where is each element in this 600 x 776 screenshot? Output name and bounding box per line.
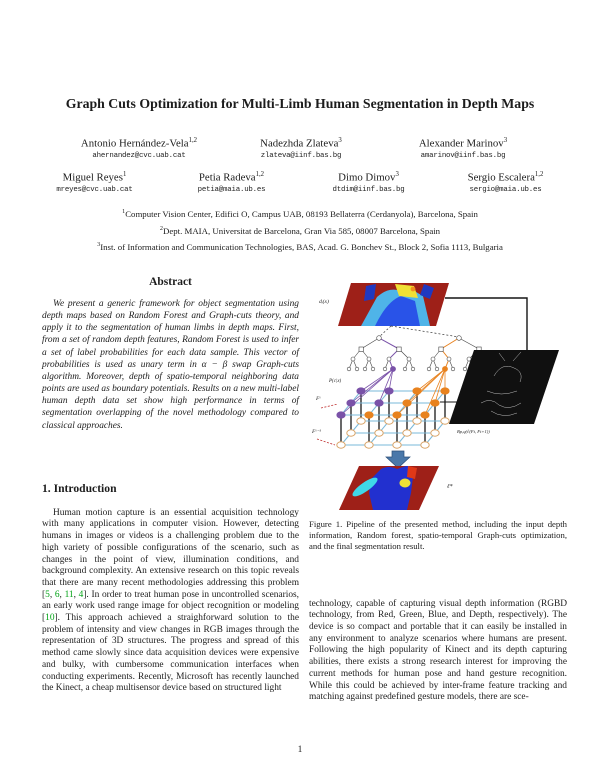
author-name-text: Petia Radeva	[198, 171, 256, 184]
author-name-text: Sergio Escalera	[467, 171, 535, 184]
forest-links	[378, 325, 460, 338]
label-result: ℓ*	[447, 484, 453, 490]
affiliations: 1Computer Vision Center, Edifici O, Camp…	[0, 205, 600, 255]
author-email: dtdim@iinf.bas.bg	[332, 185, 405, 194]
author-name-text: Antonio Hernández-Vela	[80, 137, 189, 150]
author-email: zlateva@iinf.bas.bg	[260, 151, 342, 160]
label-frame-t: Fᵗ	[315, 396, 321, 402]
figure-caption: Figure 1. Pipeline of the presented meth…	[309, 519, 567, 552]
citation-link[interactable]: 10	[45, 613, 55, 624]
text-run: ]. This approach achieved a straighforwa…	[42, 613, 299, 694]
random-forest-tree-left	[346, 335, 416, 372]
left-column: Abstract We present a generic framework …	[42, 270, 299, 695]
paper-title: Graph Cuts Optimization for Multi-Limb H…	[65, 96, 535, 111]
author-name: Dimo Dimov3	[300, 171, 437, 184]
text-run: Human motion capture is an essential acq…	[42, 507, 299, 600]
text-run: ]. In order to treat human pose in uncon…	[42, 589, 300, 624]
author-name-text: Nadezhda Zlateva	[260, 137, 339, 150]
text-run: ,	[59, 589, 65, 600]
abstract-heading: Abstract	[149, 276, 192, 288]
author-name: Antonio Hernández-Vela1,2	[58, 137, 220, 150]
author-affiliation-sup: 1,2	[255, 171, 265, 178]
boundary-image: Bp,q(∂(Ft, Ft+1))	[449, 350, 559, 435]
citation-link[interactable]: 5	[45, 589, 50, 600]
graph-lattice: Fᵗ Fᵗ⁻¹	[311, 368, 450, 449]
affiliation-sup: 3	[97, 241, 101, 249]
author-name: Sergio Escalera1,2	[437, 171, 574, 184]
author-affiliation-sup: 1,2	[188, 137, 198, 144]
segmentation-result: ℓ*	[339, 466, 453, 510]
author-email: sergio@maia.ub.es	[469, 185, 542, 194]
label-posterior: P(c|x)	[328, 379, 342, 384]
flow-arrow-icon	[385, 450, 411, 469]
author-email: mreyes@cvc.uab.cat	[56, 185, 133, 194]
author-email: amarinov@iinf.bas.bg	[420, 151, 506, 160]
citation-link[interactable]: 4	[78, 589, 84, 600]
affiliation-line: 2Dept. MAIA, Universitat de Barcelona, G…	[0, 222, 600, 239]
text-run: ,	[49, 589, 55, 600]
abstract-text: We present a generic framework for objec…	[42, 299, 299, 431]
author-name-text: Alexander Marinov	[418, 137, 504, 150]
author-block: Sergio Escalera1,2 sergio@maia.ub.es	[437, 171, 574, 194]
author-email: ahernandez@cvc.uab.cat	[92, 151, 186, 160]
author-name-text: Dimo Dimov	[338, 171, 396, 184]
depth-map-input: dᵢ(x)	[319, 283, 449, 326]
author-name: Miguel Reyes1	[26, 171, 163, 184]
author-block: Antonio Hernández-Vela1,2 ahernandez@cvc…	[58, 137, 220, 160]
author-affiliation-sup: 1,2	[534, 171, 544, 178]
author-block: Miguel Reyes1 mreyes@cvc.uab.cat	[26, 171, 163, 194]
citation-link[interactable]: 6	[54, 589, 60, 600]
author-name: Alexander Marinov3	[382, 137, 544, 150]
affiliation-sup: 2	[159, 224, 163, 232]
author-block: Alexander Marinov3 amarinov@iinf.bas.bg	[382, 137, 544, 160]
author-name: Nadezhda Zlateva3	[220, 137, 382, 150]
author-row-1: Antonio Hernández-Vela1,2 ahernandez@cvc…	[58, 137, 544, 160]
citation-link[interactable]: 11	[64, 589, 74, 600]
figure-1-pipeline: dᵢ(x)	[311, 283, 559, 510]
affiliation-text: Inst. of Information and Communication T…	[100, 241, 503, 252]
author-affiliation-sup: 3	[338, 137, 342, 144]
section-heading-introduction: 1. Introduction	[42, 481, 117, 495]
author-block: Nadezhda Zlateva3 zlateva@iinf.bas.bg	[220, 137, 382, 160]
label-frame-prev: Fᵗ⁻¹	[311, 429, 321, 435]
text-run: ,	[73, 589, 79, 600]
label-depth-input: dᵢ(x)	[319, 298, 329, 305]
connector-line	[445, 297, 528, 351]
author-affiliation-sup: 1	[122, 171, 127, 178]
author-affiliation-sup: 3	[395, 171, 399, 178]
author-block: Petia Radeva1,2 petia@maia.ub.es	[163, 171, 300, 194]
affiliation-text: Computer Vision Center, Edifici O, Campu…	[125, 208, 478, 219]
author-affiliation-sup: 3	[503, 137, 508, 144]
label-boundary-term: Bp,q(∂(Ft, Ft+1))	[457, 429, 490, 435]
author-name: Petia Radeva1,2	[163, 171, 300, 184]
author-block: Dimo Dimov3 dtdim@iinf.bas.bg	[300, 171, 437, 194]
author-row-2: Miguel Reyes1 mreyes@cvc.uab.cat Petia R…	[26, 171, 574, 194]
affiliation-line: 3Inst. of Information and Communication …	[0, 238, 600, 255]
author-name-text: Miguel Reyes	[62, 171, 123, 184]
right-column-paragraph: technology, capable of capturing visual …	[309, 598, 567, 703]
affiliation-sup: 1	[122, 208, 126, 215]
intro-paragraph: Human motion capture is an essential acq…	[42, 508, 299, 695]
author-email: petia@maia.ub.es	[197, 185, 266, 194]
right-column: dᵢ(x)	[309, 270, 567, 704]
affiliation-text: Dept. MAIA, Universitat de Barcelona, Gr…	[163, 225, 441, 236]
page-number: 1	[297, 745, 303, 755]
affiliation-line: 1Computer Vision Center, Edifici O, Camp…	[0, 205, 600, 222]
